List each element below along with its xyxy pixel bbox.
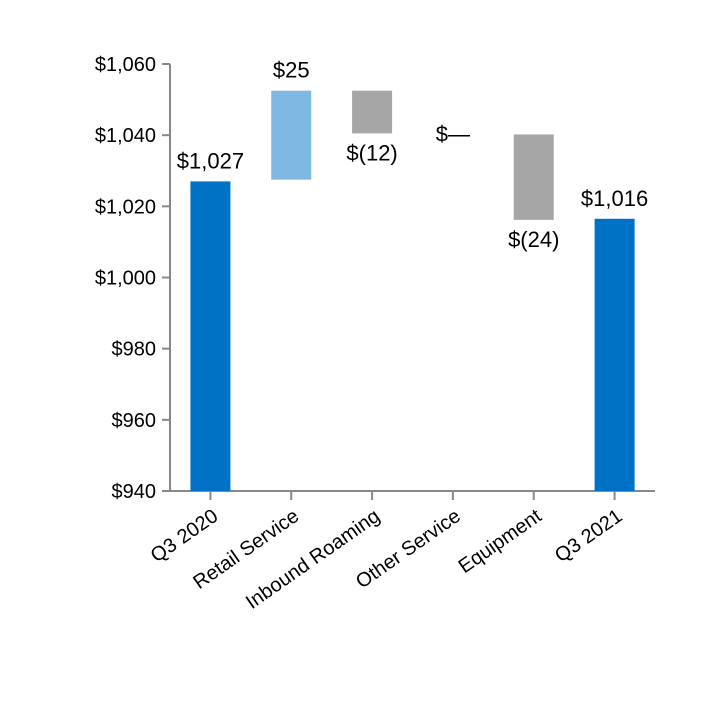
bar-q3-2021: [594, 218, 635, 491]
x-tick-label-inbound-roaming: Inbound Roaming: [242, 505, 384, 614]
y-axis: $940 $960 $980 $1,000 $1,020 $1,040 $1,060: [95, 54, 171, 503]
x-tick-label-equipment: Equipment: [455, 505, 546, 578]
data-label-retail-service: $25: [273, 58, 310, 83]
bar-inbound-roaming: [352, 90, 393, 134]
data-label-q3-2020: $1,027: [177, 148, 244, 173]
y-tick-label: $940: [112, 481, 157, 503]
bars-layer: [190, 90, 635, 492]
data-label-q3-2021: $1,016: [581, 186, 648, 211]
y-tick-label: $1,020: [95, 196, 156, 218]
y-tick-label: $980: [112, 339, 157, 361]
x-tick-label-q3-2020: Q3 2020: [147, 505, 222, 567]
y-tick-label: $1,060: [95, 54, 156, 76]
x-tick-label-q3-2021: Q3 2021: [551, 505, 626, 567]
bar-equipment: [513, 134, 554, 220]
y-tick-label: $960: [112, 410, 157, 432]
data-labels-layer: $1,027 $25 $(12) $— $(24) $1,016: [177, 58, 648, 252]
bar-q3-2020: [190, 181, 231, 492]
data-label-other-service: $—: [436, 121, 470, 146]
data-label-equipment: $(24): [508, 227, 559, 252]
y-tick-label: $1,040: [95, 125, 156, 147]
data-label-inbound-roaming: $(12): [346, 140, 397, 165]
y-tick-label: $1,000: [95, 268, 156, 290]
bar-retail-service: [271, 90, 312, 180]
